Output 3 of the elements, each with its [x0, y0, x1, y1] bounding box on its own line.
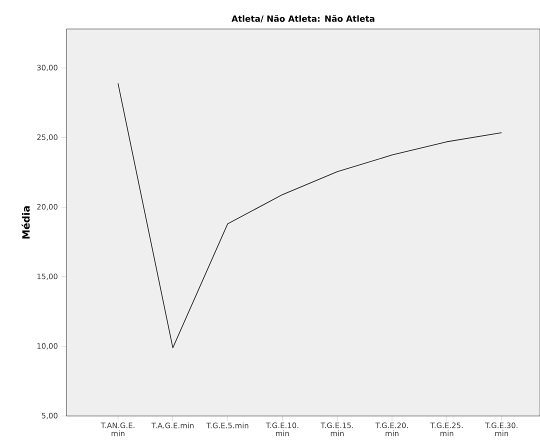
- chart-title: Atleta/ Não Atleta: Não Atleta: [232, 15, 374, 22]
- y-axis-title: Média: [22, 206, 30, 239]
- line-series: [118, 82, 502, 348]
